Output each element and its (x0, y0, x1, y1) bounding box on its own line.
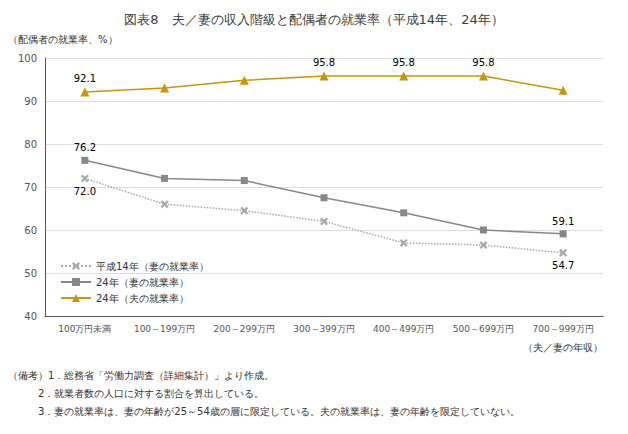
svg-text:3．妻の就業率は、妻の年齢が25～54歳の層に限定している。: 3．妻の就業率は、妻の年齢が25～54歳の層に限定している。夫の就業率は、妻の年… (8, 406, 520, 417)
svg-text:24年（夫の就業率）: 24年（夫の就業率） (96, 293, 189, 304)
svg-text:59.1: 59.1 (552, 216, 574, 227)
svg-text:（夫／妻の年収）: （夫／妻の年収） (523, 342, 603, 353)
svg-text:100万円未満: 100万円未満 (58, 324, 111, 334)
svg-text:24年（妻の就業率）: 24年（妻の就業率） (96, 277, 189, 288)
svg-text:60: 60 (24, 225, 37, 236)
svg-text:500～699万円: 500～699万円 (453, 324, 514, 334)
svg-text:72.0: 72.0 (74, 186, 96, 197)
svg-text:400～499万円: 400～499万円 (373, 324, 434, 334)
svg-text:54.7: 54.7 (552, 260, 574, 271)
svg-text:2．就業者数の人口に対する割合を算出している。: 2．就業者数の人口に対する割合を算出している。 (8, 388, 264, 399)
svg-text:90: 90 (24, 96, 37, 107)
svg-text:80: 80 (24, 139, 37, 150)
svg-text:（配偶者の就業率、%）: （配偶者の就業率、%） (8, 34, 118, 45)
svg-text:76.2: 76.2 (74, 142, 96, 153)
svg-text:95.8: 95.8 (472, 57, 494, 68)
svg-text:50: 50 (24, 268, 37, 279)
svg-text:300～399万円: 300～399万円 (293, 324, 354, 334)
svg-text:92.1: 92.1 (74, 73, 96, 84)
svg-text:平成14年（妻の就業率）: 平成14年（妻の就業率） (96, 261, 209, 272)
svg-text:200～299万円: 200～299万円 (214, 324, 275, 334)
svg-text:100～199万円: 100～199万円 (134, 324, 195, 334)
svg-text:（備考）1．総務省「労働力調査（詳細集計）」より作成。: （備考）1．総務省「労働力調査（詳細集計）」より作成。 (8, 370, 274, 381)
svg-text:40: 40 (24, 311, 37, 322)
svg-text:95.8: 95.8 (313, 57, 335, 68)
svg-text:100: 100 (18, 53, 37, 64)
svg-text:図表8 夫／妻の収入階級と配偶者の就業率（平成14年、24年: 図表8 夫／妻の収入階級と配偶者の就業率（平成14年、24年） (124, 12, 503, 27)
svg-text:95.8: 95.8 (393, 57, 415, 68)
svg-text:700～999万円: 700～999万円 (532, 324, 593, 334)
svg-text:70: 70 (24, 182, 37, 193)
